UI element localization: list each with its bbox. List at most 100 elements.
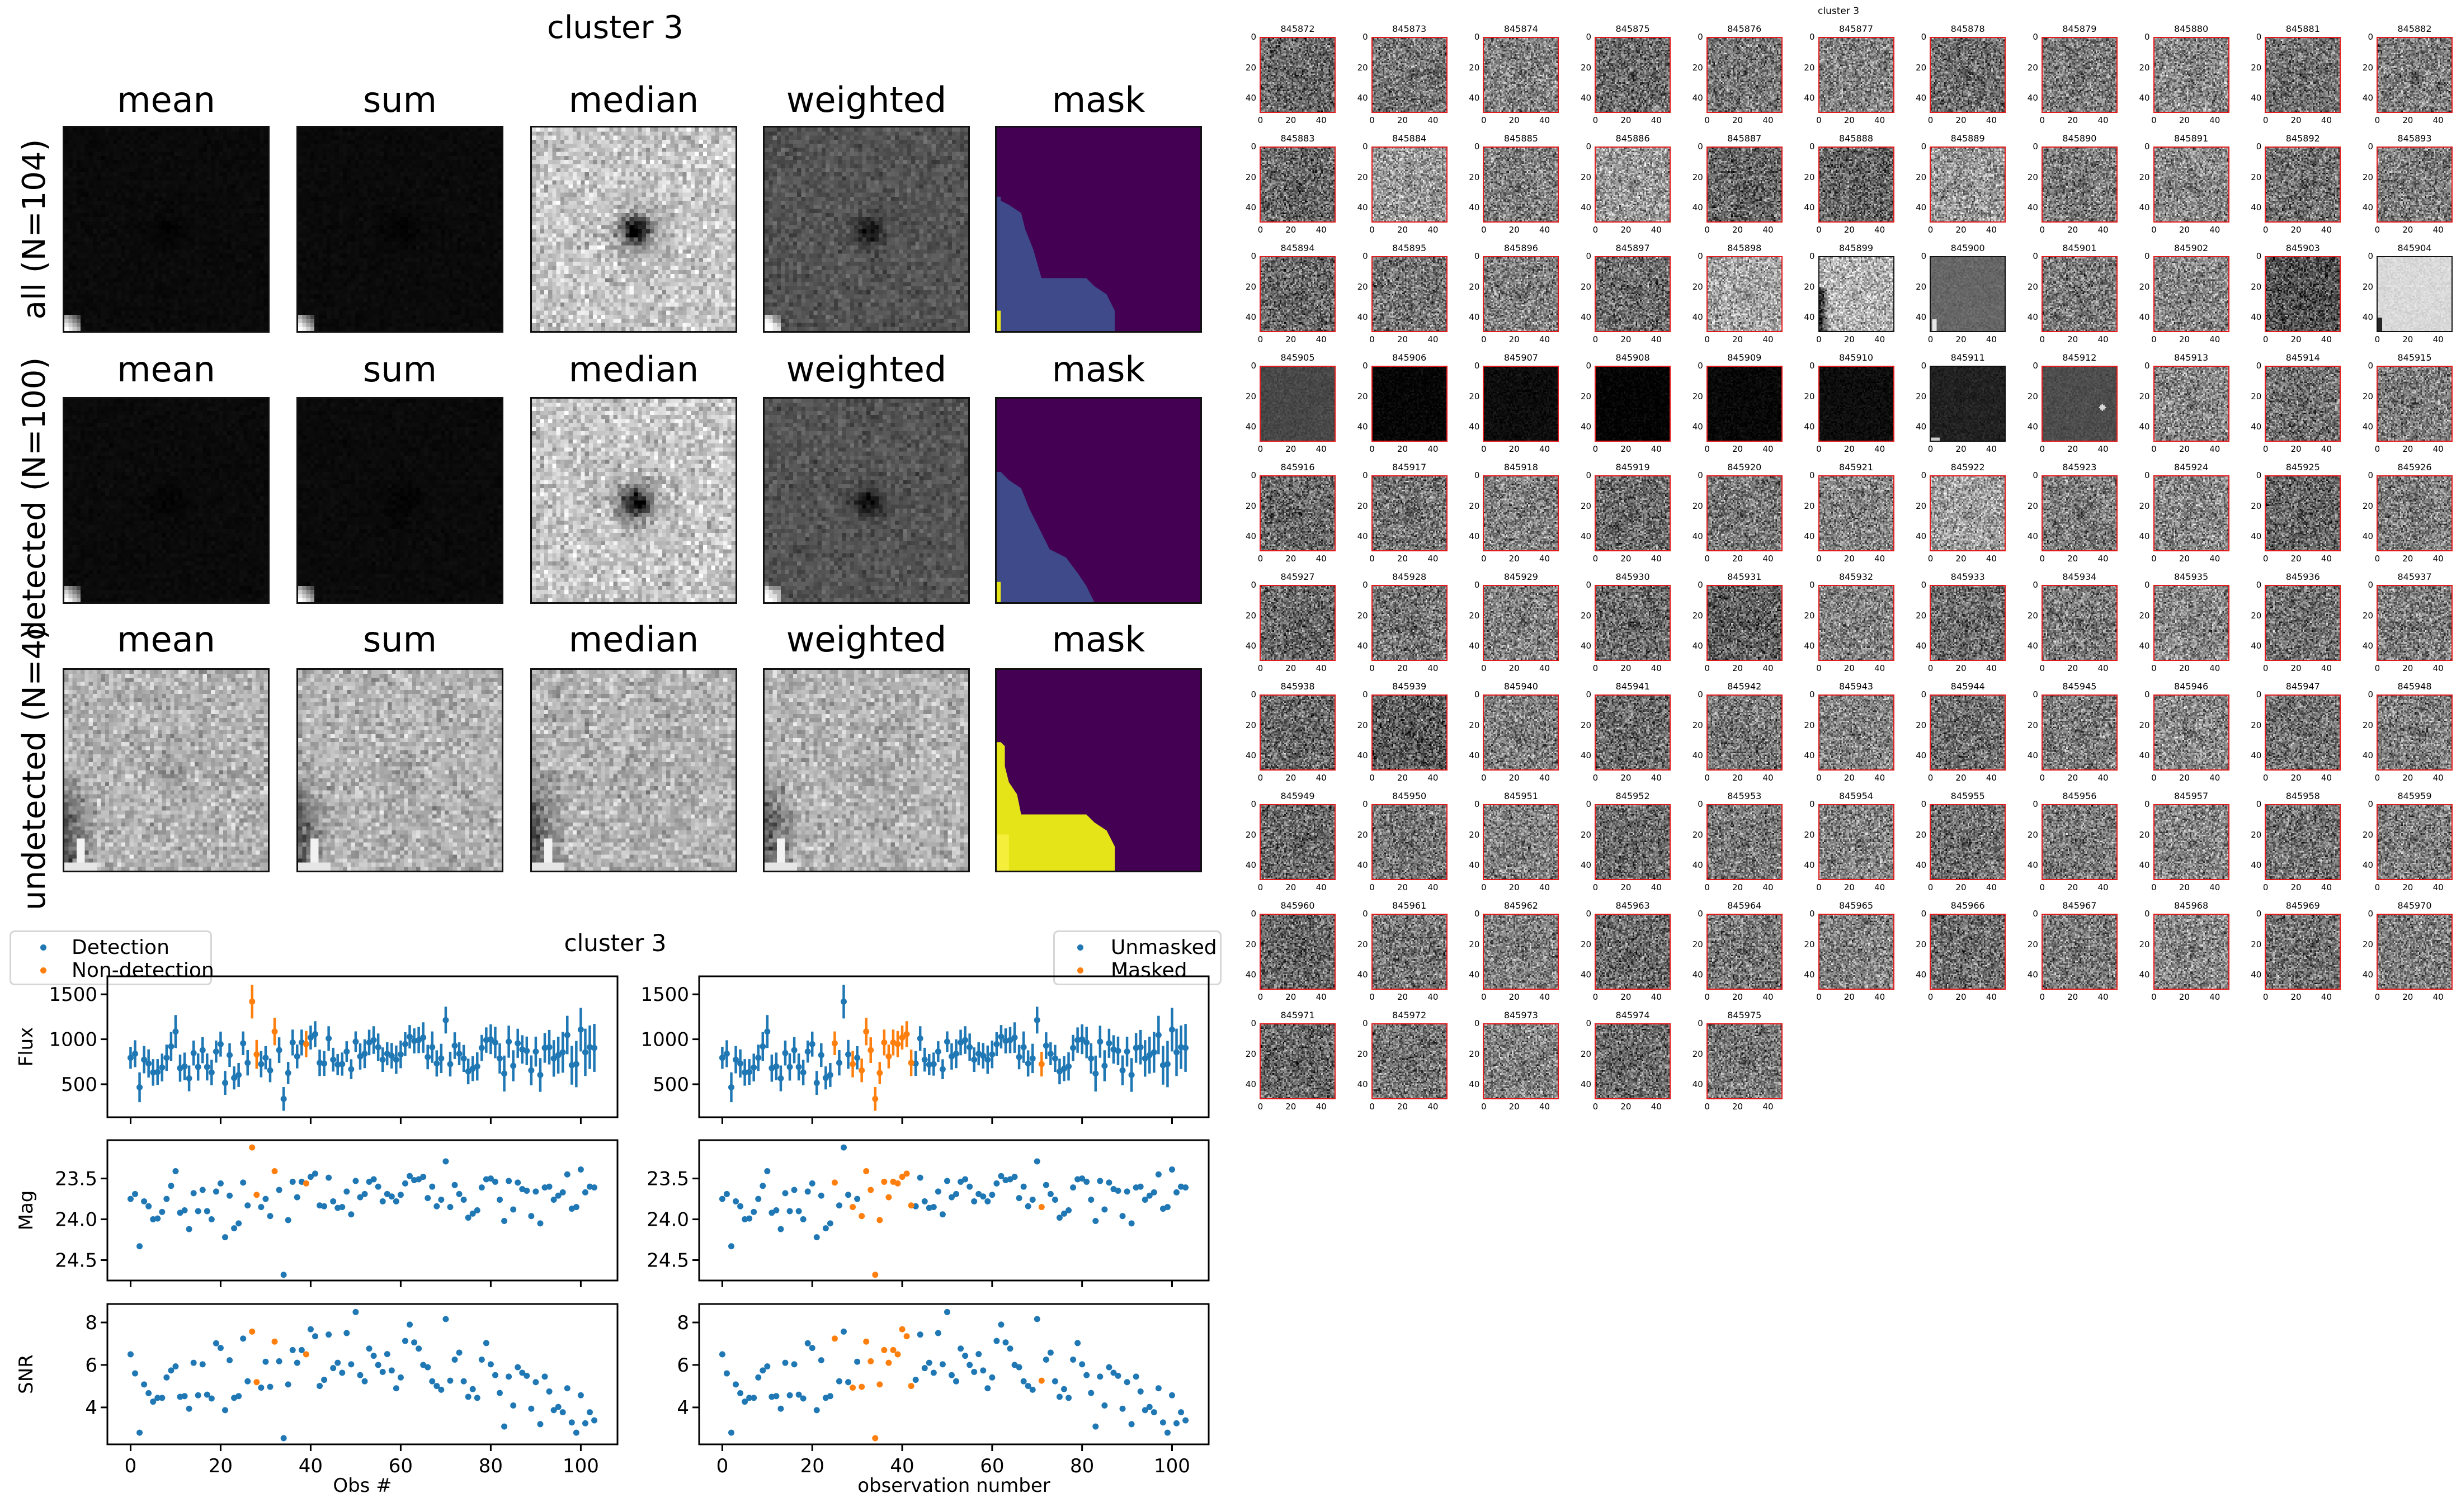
thumbnail-xtick: 40 — [1762, 663, 1774, 673]
thumbnail-ytick: 20 — [1469, 939, 1480, 949]
thumbnail-xtick: 20 — [1844, 334, 1855, 344]
thumbnail-ytick: 0 — [2368, 361, 2373, 371]
data-point — [555, 1052, 562, 1059]
thumbnail-title: 845881 — [2285, 23, 2320, 34]
ytick-label: 1000 — [49, 1029, 97, 1051]
column-title-mask: mask — [1052, 349, 1145, 390]
thumbnail-xtick: 20 — [1285, 1102, 1296, 1112]
thumbnail-xtick: 20 — [1844, 444, 1855, 454]
column-title-weighted: weighted — [786, 619, 947, 660]
data-point — [586, 1409, 593, 1416]
data-point — [217, 1180, 224, 1187]
thumbnail-xtick: 0 — [2039, 882, 2045, 892]
data-point — [159, 1395, 166, 1401]
data-point — [190, 1050, 197, 1056]
thumbnail-ytick: 20 — [1245, 1048, 1256, 1059]
data-point — [136, 1429, 143, 1436]
thumbnail-ytick: 40 — [1469, 422, 1480, 432]
data-point — [1038, 1377, 1045, 1384]
thumbnail-ytick: 0 — [1586, 909, 1592, 919]
thumbnail-ytick: 0 — [2144, 580, 2150, 590]
thumbnail-ytick: 40 — [1916, 93, 1927, 103]
data-point — [1016, 1195, 1022, 1202]
data-point — [501, 1070, 508, 1077]
data-point — [1056, 1068, 1063, 1075]
thumbnail-title: 845912 — [2062, 352, 2097, 363]
data-point — [921, 1198, 928, 1204]
thumbnail-xtick: 40 — [1539, 663, 1550, 673]
data-point — [868, 1047, 874, 1053]
data-point — [407, 1033, 413, 1040]
thumbnail-xtick: 0 — [1927, 992, 1934, 1002]
data-point — [168, 1367, 175, 1374]
thumbnail-xtick: 20 — [2402, 663, 2413, 673]
data-point — [746, 1069, 753, 1075]
thumbnail-xtick: 20 — [2179, 444, 2190, 454]
thumbnail-ytick: 0 — [1586, 1018, 1592, 1029]
thumbnail-image — [2377, 256, 2453, 332]
thumbnail-ytick: 0 — [2368, 799, 2373, 810]
data-point — [227, 1192, 233, 1199]
thumbnail-xtick: 20 — [2290, 225, 2302, 235]
data-point — [227, 1357, 233, 1364]
thumbnail-ytick: 40 — [1245, 641, 1256, 651]
data-point — [723, 1050, 730, 1057]
data-point — [370, 1037, 377, 1043]
thumbnail-xtick: 0 — [1592, 1102, 1599, 1112]
data-point — [1070, 1356, 1077, 1363]
data-point — [746, 1395, 753, 1401]
data-point — [876, 1217, 883, 1223]
panel-right-mag: 23.524.024.5 — [647, 1139, 1210, 1287]
thumbnail-ytick: 0 — [2144, 141, 2150, 152]
thumbnail-xtick: 20 — [1397, 773, 1408, 783]
data-point — [425, 1195, 431, 1202]
thumbnail-title: 845957 — [2174, 791, 2209, 801]
thumbnail-ytick: 0 — [2368, 141, 2373, 152]
composite-image-median — [530, 126, 737, 333]
data-point — [921, 1365, 928, 1372]
data-point — [733, 1056, 739, 1063]
data-point — [1168, 1166, 1175, 1173]
thumbnail-ytick: 20 — [1804, 281, 1815, 292]
data-point — [154, 1395, 161, 1401]
thumbnail-ytick: 40 — [1469, 860, 1480, 871]
data-point — [1020, 1378, 1027, 1385]
thumbnail-ytick: 40 — [1804, 860, 1815, 871]
xlabel-left: Obs # — [333, 1475, 392, 1497]
data-point — [728, 1429, 734, 1436]
data-point — [800, 1395, 807, 1402]
thumbnail-xtick: 0 — [1927, 554, 1934, 564]
thumbnail-ytick: 20 — [2027, 939, 2038, 949]
thumbnail-image — [2377, 804, 2453, 880]
data-point — [127, 1055, 134, 1061]
thumbnail-ytick: 20 — [2027, 829, 2038, 840]
data-point — [1092, 1423, 1099, 1430]
thumbnail-xtick: 40 — [2097, 444, 2109, 454]
data-point — [1119, 1405, 1126, 1412]
thumbnail-xtick: 20 — [1732, 773, 1743, 783]
thumbnail-xtick: 20 — [2290, 882, 2302, 892]
data-point — [348, 1066, 355, 1072]
thumbnail-image — [1483, 366, 1559, 442]
data-point — [1133, 1373, 1139, 1380]
data-point — [764, 1168, 771, 1174]
data-point — [1142, 1407, 1148, 1414]
data-point — [388, 1193, 395, 1200]
xtick-label: 80 — [479, 1455, 503, 1477]
data-point — [163, 1374, 170, 1381]
mask-region-partial — [997, 472, 1095, 602]
thumbnail-ytick: 40 — [1692, 860, 1703, 871]
thumbnail-image — [1930, 475, 2006, 551]
thumbnail-xtick: 20 — [2067, 773, 2078, 783]
thumbnail-xtick: 0 — [1369, 663, 1375, 673]
thumbnail-xtick: 0 — [1481, 115, 1487, 125]
thumbnail-title: 845935 — [2174, 571, 2209, 582]
data-point — [326, 1174, 332, 1181]
thumbnail-title: 845972 — [1392, 1010, 1427, 1020]
thumbnail-xtick: 40 — [2321, 992, 2332, 1002]
data-point — [132, 1370, 139, 1377]
thumbnail-title: 845951 — [1503, 791, 1538, 801]
thumbnail-ytick: 40 — [2251, 531, 2262, 542]
data-point — [577, 1392, 584, 1398]
thumbnail-ytick: 0 — [1474, 799, 1480, 810]
